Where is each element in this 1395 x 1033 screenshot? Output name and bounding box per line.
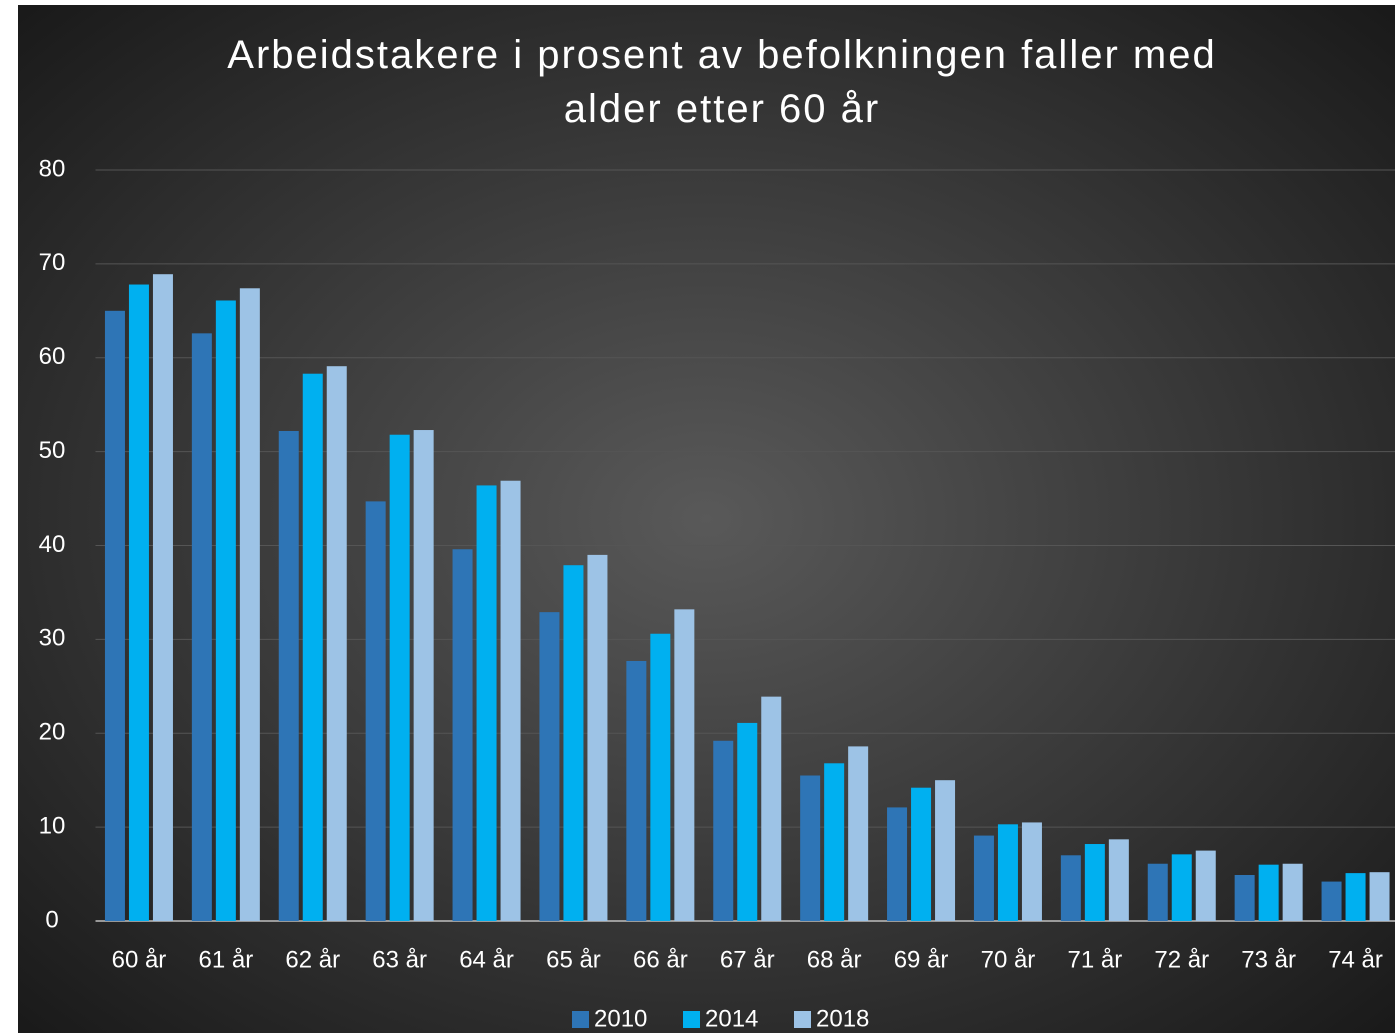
bar [365, 501, 386, 921]
x-tick-label: 66 år [633, 946, 688, 973]
y-tick-label: 50 [39, 437, 66, 464]
x-tick-label: 74 år [1328, 946, 1383, 973]
bar [1282, 863, 1303, 921]
legend-swatch [572, 1011, 589, 1028]
bar [563, 565, 584, 921]
y-tick-label: 60 [39, 343, 66, 370]
x-tick-label: 63 år [372, 946, 427, 973]
bar [626, 660, 647, 921]
y-tick-label: 0 [45, 906, 58, 933]
bar [587, 554, 608, 921]
bar [1321, 881, 1342, 921]
bar [761, 696, 782, 921]
bar [191, 333, 212, 921]
x-tick-label: 72 år [1154, 946, 1209, 973]
chart-title: Arbeidstakere i prosent av befolkningen … [227, 33, 1217, 131]
x-tick-label: 67 år [720, 946, 775, 973]
bar [152, 274, 173, 921]
bar [302, 373, 323, 921]
x-tick-label: 68 år [807, 946, 862, 973]
bar [215, 300, 236, 922]
bar [1021, 822, 1042, 921]
y-tick-label: 80 [39, 155, 66, 182]
y-tick-label: 10 [39, 812, 66, 839]
legend-swatch [794, 1011, 811, 1028]
legend-label: 2010 [594, 1005, 647, 1032]
bar [476, 485, 497, 921]
bar [713, 740, 734, 921]
legend-swatch [683, 1011, 700, 1028]
bar [1171, 854, 1192, 921]
legend-label: 2018 [816, 1005, 869, 1032]
y-tick-label: 20 [39, 719, 66, 746]
bar [389, 434, 410, 921]
bar [1369, 872, 1390, 921]
bar [911, 787, 932, 921]
bar [452, 549, 473, 921]
bar [1258, 864, 1279, 921]
bar [278, 430, 299, 921]
x-tick-label: 65 år [546, 946, 601, 973]
y-tick-label: 30 [39, 625, 66, 652]
x-tick-label: 62 år [285, 946, 340, 973]
x-tick-label: 70 år [981, 946, 1036, 973]
bar [1147, 863, 1168, 921]
bar [500, 480, 521, 921]
bar [1345, 873, 1366, 921]
bar [737, 722, 758, 921]
bar [848, 746, 869, 921]
bar [887, 807, 908, 921]
bar [824, 763, 845, 921]
x-tick-label: 60 år [112, 946, 167, 973]
y-tick-label: 40 [39, 531, 66, 558]
x-tick-label: 73 år [1241, 946, 1296, 973]
bar [128, 284, 149, 922]
bar [1060, 855, 1081, 921]
bar [1084, 844, 1105, 921]
bar [539, 612, 560, 921]
x-tick-label: 64 år [459, 946, 514, 973]
x-tick-label: 69 år [894, 946, 949, 973]
bar [973, 835, 994, 921]
bar [1234, 875, 1255, 921]
bar [326, 366, 347, 922]
bar [674, 609, 695, 921]
x-tick-label: 71 år [1067, 946, 1122, 973]
bar [104, 310, 125, 921]
y-tick-label: 70 [39, 249, 66, 276]
x-tick-label: 61 år [198, 946, 253, 973]
bar [997, 824, 1018, 921]
bar [413, 430, 434, 921]
legend-label: 2014 [705, 1005, 758, 1032]
bar [935, 780, 956, 921]
bar [650, 633, 671, 921]
bar [239, 288, 260, 922]
bar [1195, 850, 1216, 921]
bar [800, 775, 821, 921]
bar [1108, 839, 1129, 921]
